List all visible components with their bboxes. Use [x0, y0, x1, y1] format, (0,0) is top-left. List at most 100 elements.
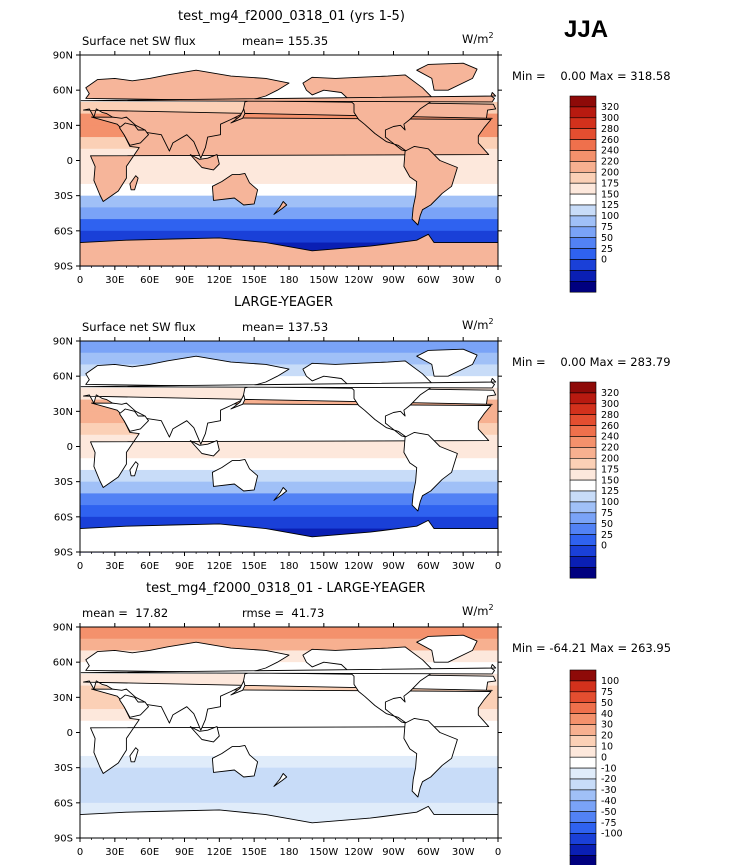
- season-label: JJA: [564, 16, 609, 43]
- colorbar-box: [569, 193, 597, 206]
- map-panel-2: 0 30E 60E 90E 120E 150E 180 150W 120W 90W 60W 30W 09…: [53, 337, 502, 572]
- x-tick-label: 30E: [105, 847, 124, 858]
- colorbar-box: [569, 854, 597, 865]
- y-tick-label: 0: [67, 156, 73, 167]
- x-tick-label: 60W: [417, 275, 440, 286]
- colorbar-label: 240: [601, 146, 619, 157]
- colorbar-box: [569, 844, 597, 856]
- panel-3-title: test_mg4_f2000_0318_01 - LARGE-YEAGER: [146, 581, 426, 596]
- colorbar-box: [569, 161, 597, 173]
- colorbar-box: [569, 447, 597, 459]
- colorbar-box: [569, 259, 597, 271]
- x-tick-label: 150W: [309, 275, 338, 286]
- colorbar-box: [569, 778, 597, 791]
- colorbar-box: [569, 403, 597, 415]
- flux-band: [80, 219, 498, 232]
- flux-band: [80, 767, 498, 780]
- colorbar-label: 100: [601, 676, 619, 687]
- coastline-south-america: [403, 431, 458, 512]
- x-tick-label: 30E: [105, 561, 124, 572]
- flux-band: [80, 172, 498, 185]
- flux-band: [80, 493, 498, 506]
- y-tick-label: 90S: [54, 548, 73, 559]
- flux-band: [80, 160, 498, 173]
- map-panel-1: 0 30E 60E 90E 120E 150E 180 150W 120W 90W 60W 30W 09…: [53, 51, 502, 286]
- panel-2-mean-label: mean= 137.53: [242, 320, 329, 334]
- colorbar-label: -75: [601, 818, 617, 829]
- panel-3-mean-label: mean = 17.82: [82, 606, 169, 620]
- coastline-new-zealand: [273, 487, 288, 501]
- colorbar-box: [569, 117, 597, 130]
- colorbar-box: [569, 248, 597, 260]
- x-tick-label: 60W: [417, 561, 440, 572]
- y-tick-label: 90S: [54, 262, 73, 273]
- coastline-australia: [211, 172, 259, 206]
- colorbar-box: [569, 745, 597, 758]
- coastline-eurasia: [83, 69, 497, 159]
- x-tick-label: 150W: [309, 847, 338, 858]
- y-tick-label: 30N: [53, 121, 73, 132]
- x-tick-label: 0: [77, 847, 83, 858]
- coastline-uk: [80, 378, 497, 389]
- colorbar-label: 175: [601, 464, 619, 475]
- colorbar-label: 200: [601, 168, 619, 179]
- colorbar-box: [569, 106, 597, 119]
- y-tick-label: 60S: [54, 512, 73, 523]
- y-tick-label: 60N: [53, 372, 73, 383]
- x-tick-label: 0: [495, 561, 501, 572]
- colorbar-label: 0: [601, 752, 607, 763]
- colorbar-box: [569, 556, 597, 568]
- colorbar-box: [569, 392, 597, 405]
- coastline-north-america: [302, 646, 435, 724]
- colorbar-label: 320: [601, 102, 619, 113]
- x-tick-label: 0: [77, 275, 83, 286]
- panel-1-mean-label: mean= 155.35: [242, 34, 329, 48]
- y-tick-label: 30S: [54, 191, 73, 202]
- colorbar-label: 300: [601, 399, 619, 410]
- coastline-australia: [211, 744, 259, 778]
- colorbar-label: -30: [601, 785, 617, 796]
- panel-3-rmse-label: rmse = 41.73: [242, 606, 325, 620]
- flux-band: [80, 195, 498, 208]
- flux-band: [80, 469, 498, 483]
- x-tick-label: 120E: [207, 275, 232, 286]
- colorbar-label: 10: [601, 742, 613, 753]
- colorbar-box: [569, 789, 597, 802]
- colorbar-box: [569, 226, 597, 239]
- colorbar-box: [569, 800, 597, 812]
- x-tick-label: 60E: [140, 847, 159, 858]
- colorbar-box: [569, 501, 597, 514]
- y-tick-label: 0: [67, 442, 73, 453]
- x-tick-label: 90E: [175, 275, 194, 286]
- x-tick-label: 60E: [140, 561, 159, 572]
- y-tick-label: 60S: [54, 226, 73, 237]
- panel-2-minmax: Min = 0.00 Max = 283.79: [512, 355, 671, 369]
- map-panel-3: 0 30E 60E 90E 120E 150E 180 150W 120W 90W 60W 30W 09…: [53, 623, 502, 858]
- y-tick-label: 90N: [53, 337, 73, 348]
- colorbar-label: 0: [601, 255, 607, 266]
- x-tick-label: 0: [495, 847, 501, 858]
- colorbar-box: [569, 381, 597, 394]
- x-tick-label: 150E: [241, 275, 266, 286]
- colorbar-label: 280: [601, 124, 619, 135]
- colorbar-box: [569, 436, 597, 448]
- coastline-south-america: [403, 717, 458, 798]
- colorbar-box: [569, 833, 597, 845]
- colorbar-box: [569, 713, 597, 725]
- y-tick-label: 30N: [53, 407, 73, 418]
- colorbar-box: [569, 545, 597, 557]
- colorbar-label: 75: [601, 687, 613, 698]
- coastline-australia: [211, 458, 259, 492]
- x-tick-label: 150E: [241, 561, 266, 572]
- colorbar-label: 150: [601, 189, 619, 200]
- flux-band: [80, 481, 498, 494]
- coastline-eurasia: [83, 641, 497, 731]
- colorbar-label: -50: [601, 807, 617, 818]
- coastline-japan: [230, 680, 246, 696]
- colorbar-box: [569, 735, 597, 747]
- colorbar-label: 320: [601, 388, 619, 399]
- coastline-greenland: [416, 348, 478, 377]
- x-tick-label: 180: [279, 275, 298, 286]
